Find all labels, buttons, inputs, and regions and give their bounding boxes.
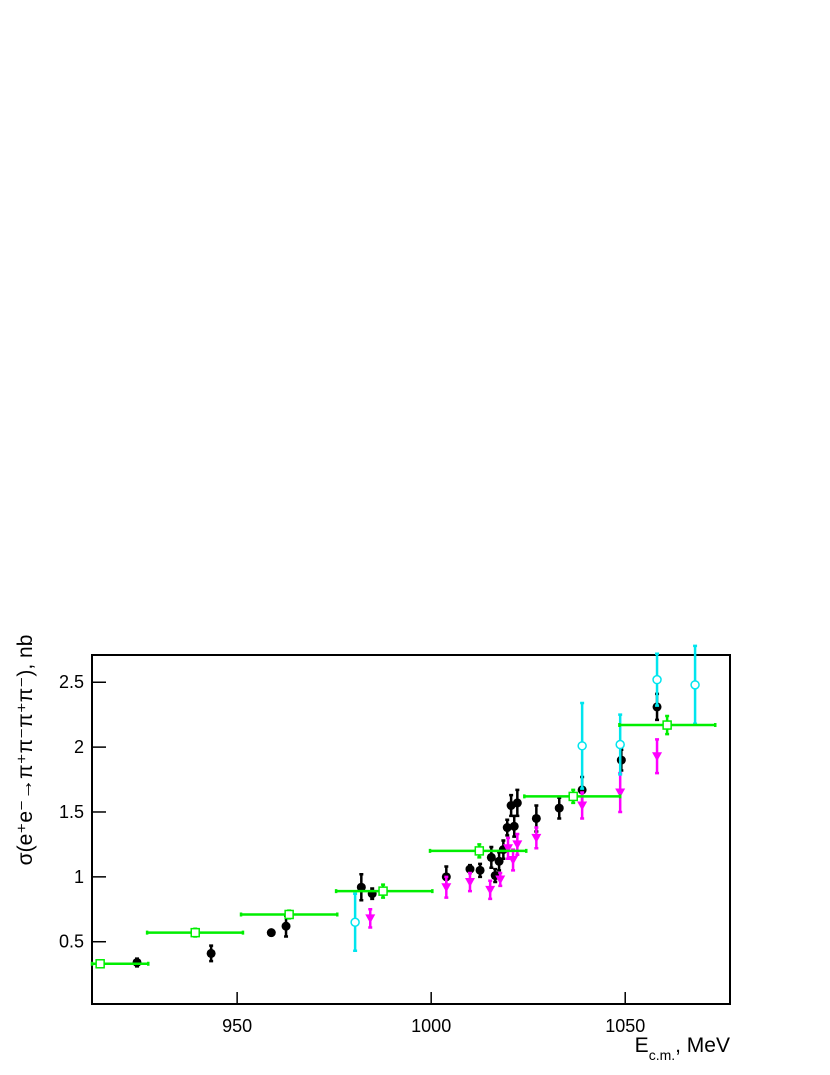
point xyxy=(206,948,216,958)
point xyxy=(508,855,519,865)
x-label-unit: , MeV xyxy=(675,1034,730,1057)
y-tick-label: 2.5 xyxy=(59,672,84,692)
point xyxy=(577,785,587,795)
point xyxy=(615,739,625,750)
point xyxy=(512,798,522,808)
point xyxy=(577,741,587,751)
x-tick-label: 1000 xyxy=(411,1016,451,1036)
x-tick-label: 1050 xyxy=(605,1016,645,1036)
point xyxy=(494,856,504,866)
y-tick-label: 1.5 xyxy=(59,802,84,822)
y-tick-label: 2 xyxy=(74,737,84,757)
point xyxy=(531,813,541,823)
point xyxy=(465,864,475,874)
point xyxy=(652,674,662,685)
point xyxy=(662,720,672,730)
point xyxy=(474,846,485,856)
point xyxy=(690,680,700,690)
point xyxy=(615,788,626,798)
point xyxy=(652,752,663,762)
point xyxy=(365,914,376,924)
point xyxy=(509,821,519,831)
point xyxy=(350,917,360,928)
point xyxy=(356,882,366,892)
point xyxy=(503,844,514,854)
point xyxy=(554,803,564,813)
point xyxy=(281,921,291,931)
point xyxy=(190,927,200,938)
point xyxy=(464,878,475,888)
point xyxy=(512,840,523,850)
x-tick-label: 950 xyxy=(222,1016,252,1036)
point xyxy=(378,886,388,896)
point xyxy=(495,875,506,885)
y-tick-label: 1 xyxy=(74,867,84,887)
point xyxy=(577,801,588,811)
point xyxy=(284,909,294,920)
point xyxy=(531,833,542,843)
y-axis-label: σ(e⁺e⁻→π⁺π⁻π⁺π⁻), nb xyxy=(14,635,37,866)
point xyxy=(502,823,512,833)
point xyxy=(652,702,662,712)
point xyxy=(95,959,105,969)
point xyxy=(568,791,578,802)
x-label-main: E xyxy=(635,1034,649,1057)
point xyxy=(485,885,496,895)
point xyxy=(486,852,496,862)
point xyxy=(132,957,142,967)
plot-frame xyxy=(91,654,731,1005)
point xyxy=(266,928,276,938)
x-axis-label: Ec.m., MeV xyxy=(635,1034,730,1063)
y-tick-label: 0.5 xyxy=(59,932,84,952)
x-label-sub: c.m. xyxy=(649,1047,675,1063)
point xyxy=(475,865,485,875)
point xyxy=(441,883,452,893)
